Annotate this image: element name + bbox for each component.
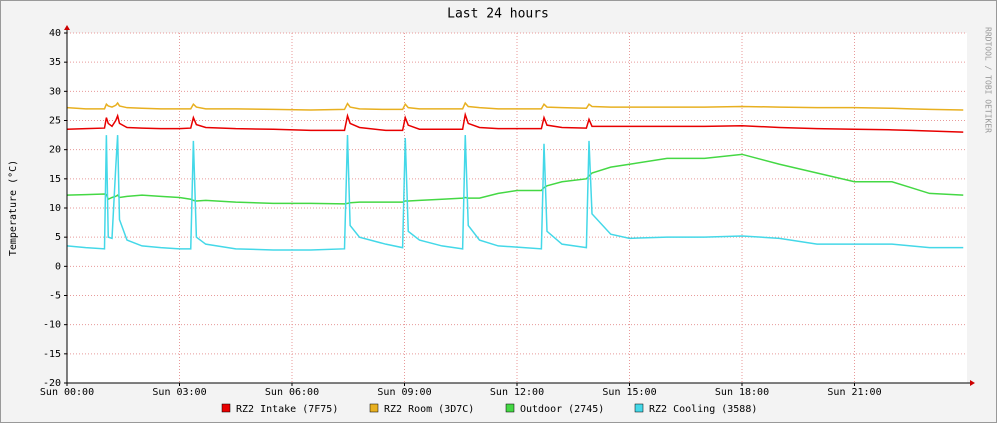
series-line [66,153,964,205]
x-tick-label: Sun 21:00 [827,387,881,398]
y-arrow [64,25,70,30]
x-tick-label: Sun 03:00 [152,387,206,398]
y-tick-label: 10 [49,203,61,214]
legend: RZ2 Intake (7F75) RZ2 Room (3D7C) Outdoor … [221,403,757,415]
lines-layer [66,101,964,251]
y-axis-label: Temperature (°C) [8,160,19,256]
legend-label: Outdoor (2745) [520,404,604,415]
watermark: RRDTOOL / TOBI OETIKER [984,27,993,133]
legend-label: RZ2 Room (3D7C) [384,404,474,415]
y-tick-label: 25 [49,116,61,127]
legend-label: RZ2 Cooling (3588) [649,404,757,415]
series-line [66,135,964,251]
x-tick-label: Sun 06:00 [265,387,319,398]
x-tick-label: Sun 00:00 [40,387,94,398]
grid-layer: -20 -15 -10 -5 0 5 10 15 20 25 30 35 40 Sun 00:00 Sun … [40,28,967,398]
y-tick-label: 15 [49,174,61,185]
x-arrow [970,380,975,386]
y-tick-label: -5 [49,291,61,302]
x-tick-label: Sun 09:00 [377,387,431,398]
x-tick-label: Sun 18:00 [715,387,769,398]
y-tick-label: 30 [49,86,61,97]
legend-label: RZ2 Intake (7F75) [236,404,338,415]
y-tick-label: -15 [43,349,61,360]
legend-swatch [221,403,231,413]
legend-swatch [369,403,379,413]
x-tick-label: Sun 15:00 [602,387,656,398]
series-line [66,111,964,133]
y-tick-label: -10 [43,320,61,331]
legend-swatch [634,403,644,413]
y-tick-label: 40 [49,28,61,39]
y-tick-label: 5 [55,232,61,243]
x-tick-label: Sun 12:00 [490,387,544,398]
y-tick-label: 0 [55,261,61,272]
y-tick-label: 20 [49,145,61,156]
y-tick-label: 35 [49,57,61,68]
legend-swatch [505,403,515,413]
series-line [66,101,964,111]
y-tick-label: -20 [43,378,61,389]
chart-title: Last 24 hours [447,7,549,22]
